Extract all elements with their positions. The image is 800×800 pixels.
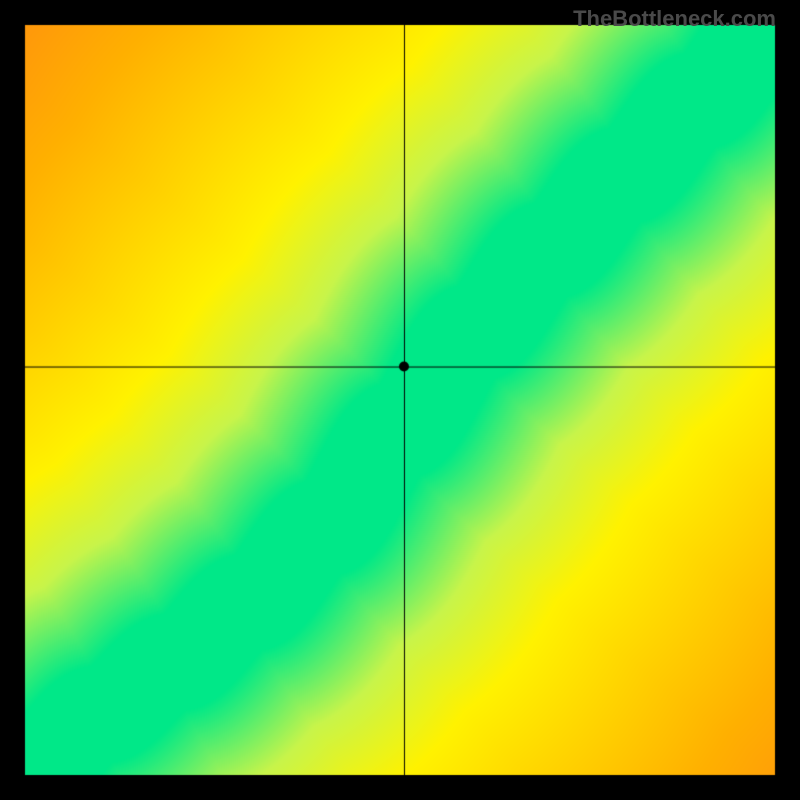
- watermark-text: TheBottleneck.com: [573, 6, 776, 32]
- bottleneck-heatmap: [0, 0, 800, 800]
- chart-frame: TheBottleneck.com: [0, 0, 800, 800]
